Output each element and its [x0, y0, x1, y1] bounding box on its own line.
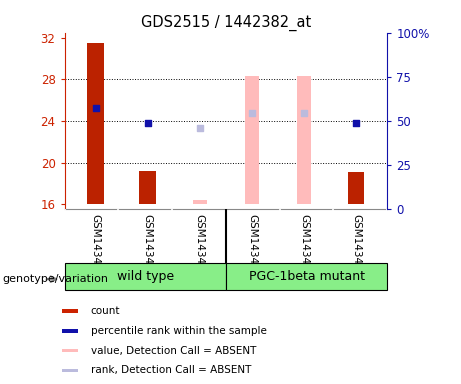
Bar [62, 369, 78, 372]
Text: GSM143415: GSM143415 [351, 214, 361, 277]
Point [352, 120, 360, 126]
Text: GSM143412: GSM143412 [195, 214, 205, 277]
Bar [88, 43, 104, 204]
Bar [62, 309, 78, 313]
Bar [62, 349, 78, 353]
Bar [348, 172, 364, 204]
Text: value, Detection Call = ABSENT: value, Detection Call = ABSENT [91, 346, 256, 356]
Text: GSM143411: GSM143411 [143, 214, 153, 277]
Text: percentile rank within the sample: percentile rank within the sample [91, 326, 266, 336]
Point [196, 125, 204, 131]
Text: GSM143414: GSM143414 [299, 214, 309, 277]
Bar [226, 263, 387, 290]
Bar [62, 329, 78, 333]
Text: wild type: wild type [117, 270, 174, 283]
Text: count: count [91, 306, 120, 316]
Point [248, 109, 255, 116]
Bar [297, 76, 311, 204]
Bar [193, 200, 207, 204]
Text: genotype/variation: genotype/variation [2, 274, 108, 284]
Text: PGC-1beta mutant: PGC-1beta mutant [248, 270, 365, 283]
Bar [245, 76, 259, 204]
Bar [140, 171, 156, 204]
Text: GSM143409: GSM143409 [91, 214, 101, 277]
Bar [65, 263, 226, 290]
Text: rank, Detection Call = ABSENT: rank, Detection Call = ABSENT [91, 366, 251, 376]
Title: GDS2515 / 1442382_at: GDS2515 / 1442382_at [141, 15, 311, 31]
Point [300, 109, 307, 116]
Point [92, 106, 100, 112]
Point [144, 120, 152, 126]
Text: GSM143413: GSM143413 [247, 214, 257, 277]
